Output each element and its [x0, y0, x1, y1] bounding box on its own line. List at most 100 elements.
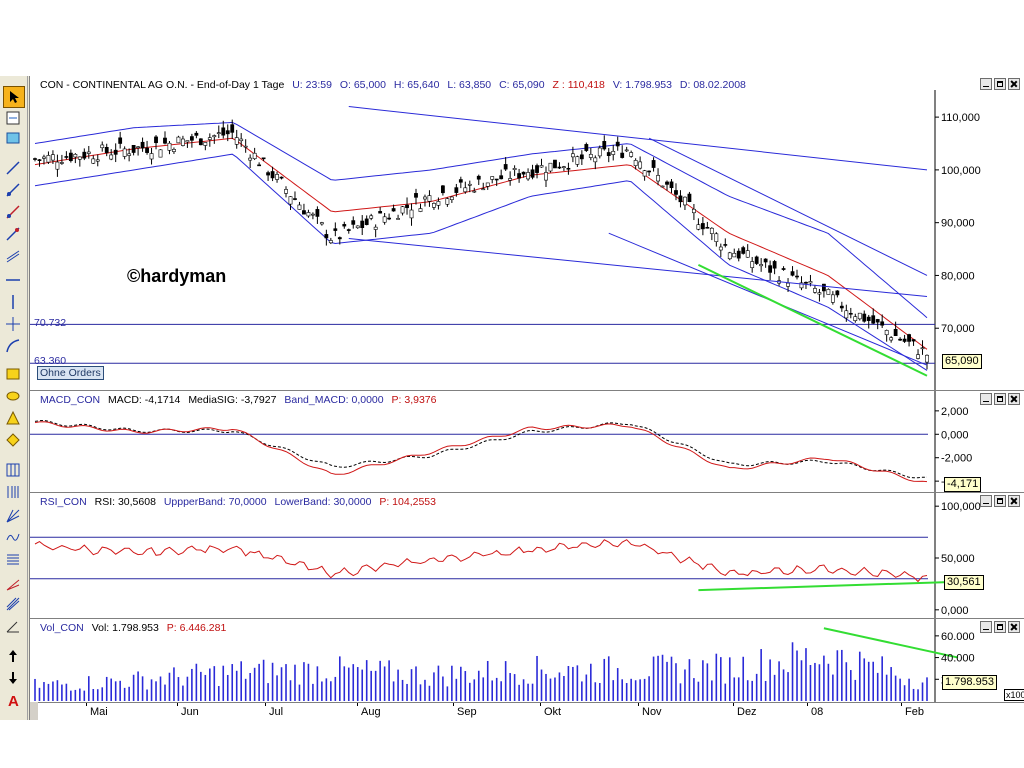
text-tool-icon[interactable]: A — [3, 690, 23, 710]
candle-body — [494, 178, 499, 181]
candle-body — [539, 165, 544, 168]
maximize-icon[interactable] — [994, 393, 1006, 405]
candle-body — [911, 339, 916, 342]
macd-last-box: -4,171 — [944, 477, 982, 492]
time-axis-tick — [453, 703, 454, 706]
crosshair-tool-icon[interactable] — [3, 108, 23, 128]
candle-body — [37, 159, 42, 161]
vertical-line-icon[interactable] — [3, 292, 23, 312]
close-label: C: 65,090 — [499, 79, 545, 91]
candle-body — [624, 149, 629, 152]
trendline-upper — [348, 106, 928, 171]
candle-body — [754, 256, 759, 264]
candle-body — [638, 161, 643, 169]
candle-body — [620, 152, 625, 158]
candle-body — [311, 213, 315, 216]
maximize-icon[interactable] — [994, 78, 1006, 90]
candle-body — [884, 330, 889, 336]
price-y-tick-label: 100,000 — [941, 165, 981, 177]
vol-name: Vol_CON — [40, 622, 84, 634]
close-icon[interactable] — [1008, 495, 1020, 507]
candle-body — [696, 224, 701, 230]
macd-chart[interactable]: 2,0000,000-2,000-4,000 — [30, 391, 1024, 493]
candle-body — [293, 198, 297, 200]
candle-body — [902, 338, 907, 342]
pointer-tool-icon[interactable] — [3, 86, 25, 108]
macd-signal-line — [34, 419, 928, 479]
horizontal-line-icon[interactable] — [3, 270, 23, 290]
candle-body — [337, 237, 342, 240]
horizontal-scrollbar[interactable] — [30, 702, 38, 720]
candle-body — [700, 223, 705, 230]
candle-body — [207, 137, 212, 140]
rsi-chart[interactable]: 100,000 50,000 0,000 — [30, 493, 1024, 619]
candle-body — [898, 338, 903, 341]
candle-body — [633, 160, 638, 166]
angle-tool-icon[interactable] — [3, 616, 23, 636]
andrews-pitchfork-icon[interactable] — [3, 594, 23, 614]
candle-body — [848, 312, 853, 315]
candle-body — [297, 204, 302, 210]
minimize-icon[interactable] — [980, 621, 992, 633]
channel-upper — [648, 137, 928, 276]
fibonacci-retracement-icon[interactable] — [3, 550, 23, 570]
candle-body — [718, 246, 723, 251]
close-icon[interactable] — [1008, 393, 1020, 405]
close-icon[interactable] — [1008, 78, 1020, 90]
candle-body — [64, 156, 69, 158]
cross-line-icon[interactable] — [3, 314, 23, 334]
time-axis-tick — [638, 703, 639, 706]
candle-body — [588, 153, 593, 158]
sell-arrow-icon[interactable] — [3, 668, 23, 688]
candle-body — [42, 156, 46, 159]
vol-multiplier: x100 — [1004, 689, 1024, 701]
close-icon[interactable] — [1008, 621, 1020, 633]
gann-tool-icon[interactable] — [3, 506, 23, 526]
trendline-blue-icon[interactable] — [3, 224, 23, 244]
triangle-tool-icon[interactable] — [3, 408, 23, 428]
minimize-icon[interactable] — [980, 78, 992, 90]
candle-body — [826, 289, 831, 295]
candle-body — [360, 220, 365, 229]
candle-body — [118, 137, 123, 144]
time-axis-label: Mai — [90, 706, 108, 718]
rectangle-select-icon[interactable] — [3, 128, 23, 148]
orders-button[interactable]: Ohne Orders — [37, 366, 104, 380]
time-label: U: 23:59 — [292, 79, 332, 91]
maximize-icon[interactable] — [994, 495, 1006, 507]
ellipse-tool-icon[interactable] — [3, 386, 23, 406]
candle-body — [889, 337, 894, 341]
fibonacci-fan-icon[interactable] — [3, 460, 23, 480]
trendline-red-icon[interactable] — [3, 202, 23, 222]
time-axis-label: Aug — [361, 706, 381, 718]
maximize-icon[interactable] — [994, 621, 1006, 633]
candle-body — [59, 162, 64, 164]
speed-line-icon[interactable] — [3, 574, 23, 594]
vol-p-value: P: 6.446.281 — [166, 622, 227, 634]
diamond-tool-icon[interactable] — [3, 430, 23, 450]
time-axis-tick — [540, 703, 541, 706]
candle-body — [880, 321, 885, 326]
candle-body — [203, 142, 208, 146]
wave-tool-icon[interactable] — [3, 526, 23, 546]
rsi-header: RSI_CON RSI: 30,5608 UppperBand: 70,0000… — [40, 496, 441, 508]
minimize-icon[interactable] — [980, 393, 992, 405]
minimize-icon[interactable] — [980, 495, 992, 507]
time-axis-label: 08 — [811, 706, 824, 718]
candle-body — [86, 151, 91, 154]
channel-tool-icon[interactable] — [3, 246, 23, 266]
line-tool-icon[interactable] — [3, 158, 23, 178]
chart-area: 110,000 100,000 90,000 80,000 70,000 CON - C… — [29, 76, 1024, 721]
ray-tool-icon[interactable] — [3, 180, 23, 200]
candle-body — [55, 161, 60, 170]
fibonacci-time-icon[interactable] — [3, 482, 23, 502]
arc-tool-icon[interactable] — [3, 336, 23, 356]
buy-arrow-icon[interactable] — [3, 646, 23, 666]
rectangle-tool-icon[interactable] — [3, 364, 23, 384]
app-window: A 110,000 100,000 90,000 80,000 70,000 CON -… — [0, 76, 1024, 721]
volume-window-buttons — [980, 621, 1020, 633]
candle-body — [822, 283, 826, 292]
price-chart[interactable]: 110,000 100,000 90,000 80,000 70,000 — [30, 76, 1024, 390]
